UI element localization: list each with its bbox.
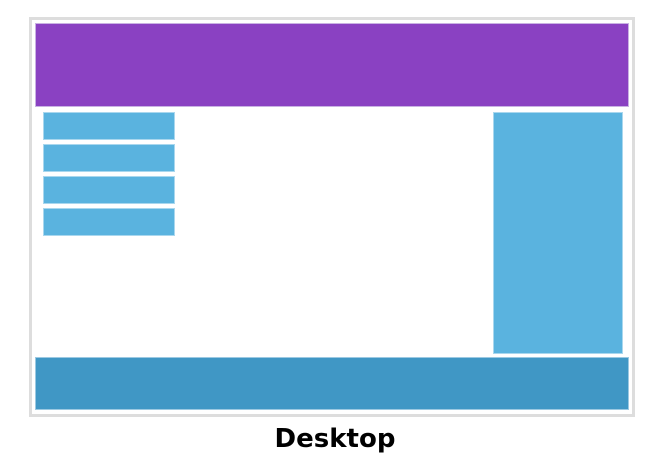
caption: Desktop [274, 424, 396, 454]
header-block [35, 23, 629, 107]
nav-item-4 [43, 208, 175, 236]
nav-item-2 [43, 144, 175, 172]
footer-block [35, 357, 629, 410]
nav-item-3 [43, 176, 175, 204]
nav-item-1 [43, 112, 175, 140]
sidebar-block [493, 112, 623, 354]
